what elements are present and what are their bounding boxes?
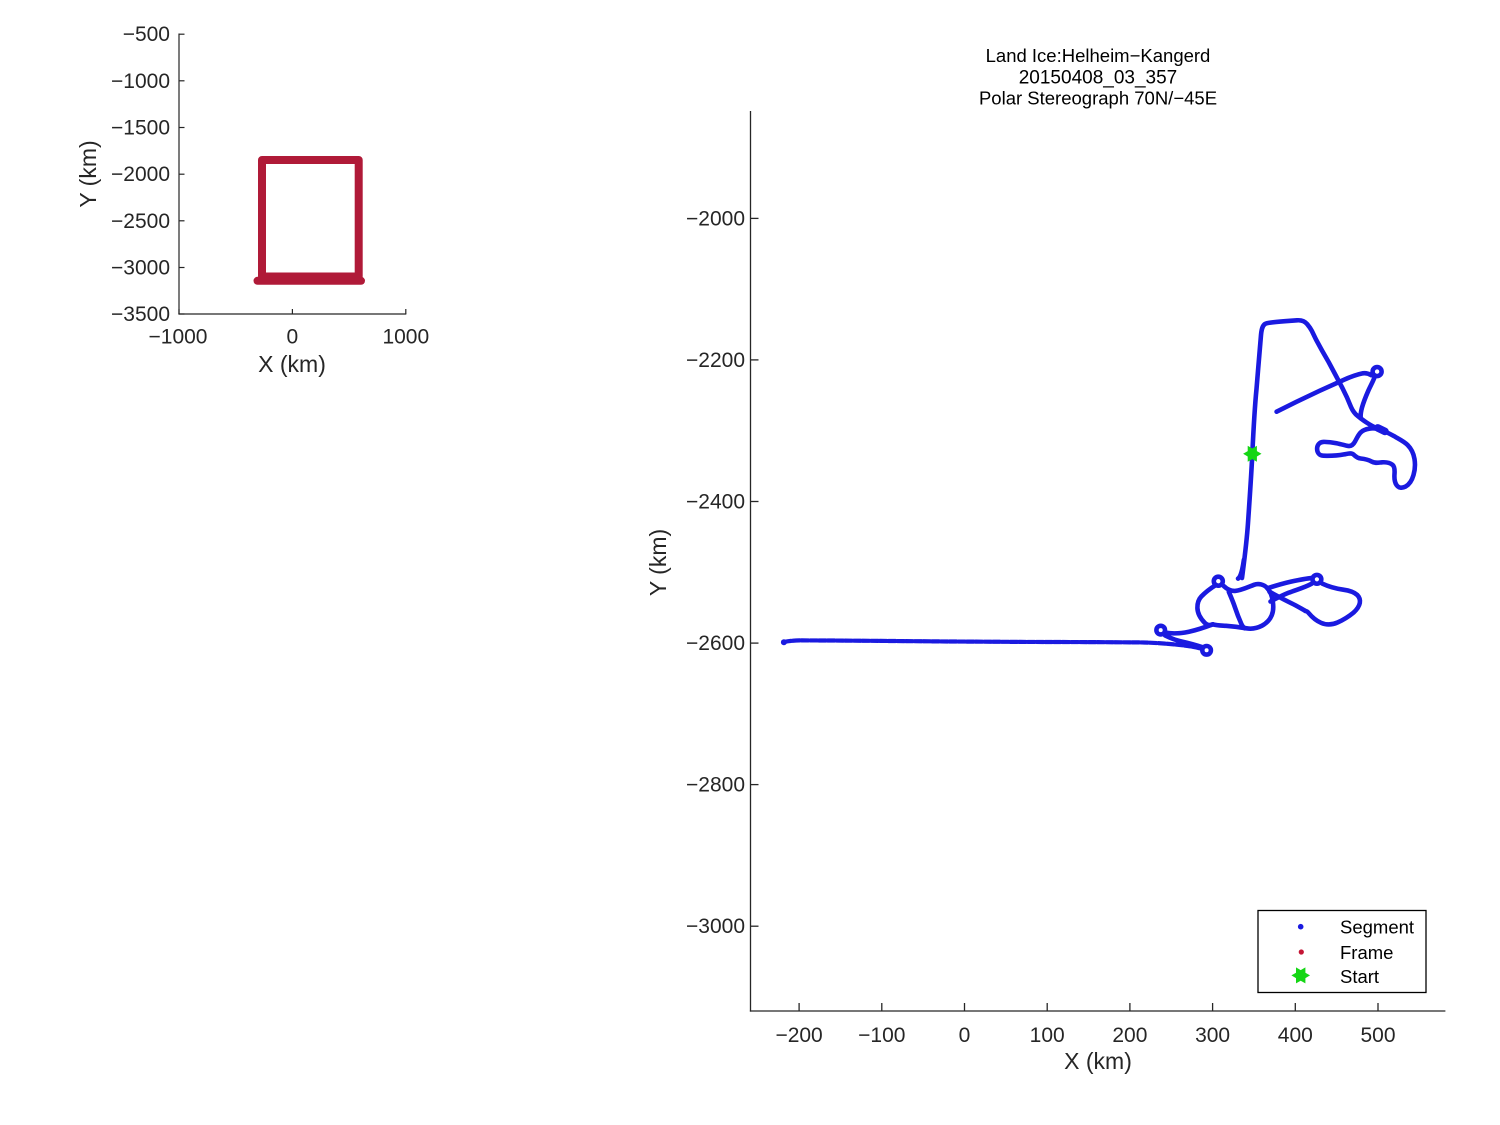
svg-text:300: 300: [1195, 1024, 1230, 1047]
svg-text:Segment: Segment: [1340, 917, 1414, 938]
svg-text:−2500: −2500: [111, 210, 170, 233]
svg-text:X (km): X (km): [1064, 1048, 1132, 1074]
svg-text:−2800: −2800: [686, 774, 745, 797]
svg-text:−2600: −2600: [686, 632, 745, 655]
svg-text:Polar Stereograph 70N/−45E: Polar Stereograph 70N/−45E: [979, 88, 1217, 109]
svg-text:−2200: −2200: [686, 349, 745, 372]
svg-text:1000: 1000: [382, 326, 429, 349]
svg-text:−1000: −1000: [111, 70, 170, 93]
svg-text:Start: Start: [1340, 966, 1379, 987]
svg-text:−2000: −2000: [686, 207, 745, 230]
svg-text:20150408_03_357: 20150408_03_357: [1019, 68, 1178, 89]
svg-text:Frame: Frame: [1340, 942, 1393, 963]
svg-text:0: 0: [959, 1024, 971, 1047]
svg-text:200: 200: [1112, 1024, 1147, 1047]
svg-text:0: 0: [287, 326, 299, 349]
svg-text:400: 400: [1278, 1024, 1313, 1047]
svg-text:X (km): X (km): [258, 351, 326, 377]
svg-text:−1000: −1000: [149, 326, 208, 349]
svg-text:−100: −100: [858, 1024, 905, 1047]
svg-text:Y (km): Y (km): [75, 140, 101, 207]
svg-text:−1500: −1500: [111, 117, 170, 140]
svg-text:Y (km): Y (km): [645, 529, 671, 596]
svg-text:Land Ice:Helheim−Kangerd: Land Ice:Helheim−Kangerd: [986, 45, 1211, 66]
svg-text:−2000: −2000: [111, 163, 170, 186]
svg-text:−500: −500: [123, 23, 170, 46]
svg-text:500: 500: [1360, 1024, 1395, 1047]
svg-text:−3500: −3500: [111, 303, 170, 326]
svg-text:−200: −200: [775, 1024, 822, 1047]
svg-text:−2400: −2400: [686, 491, 745, 514]
svg-text:−3000: −3000: [686, 915, 745, 938]
svg-text:100: 100: [1030, 1024, 1065, 1047]
svg-text:−3000: −3000: [111, 257, 170, 280]
